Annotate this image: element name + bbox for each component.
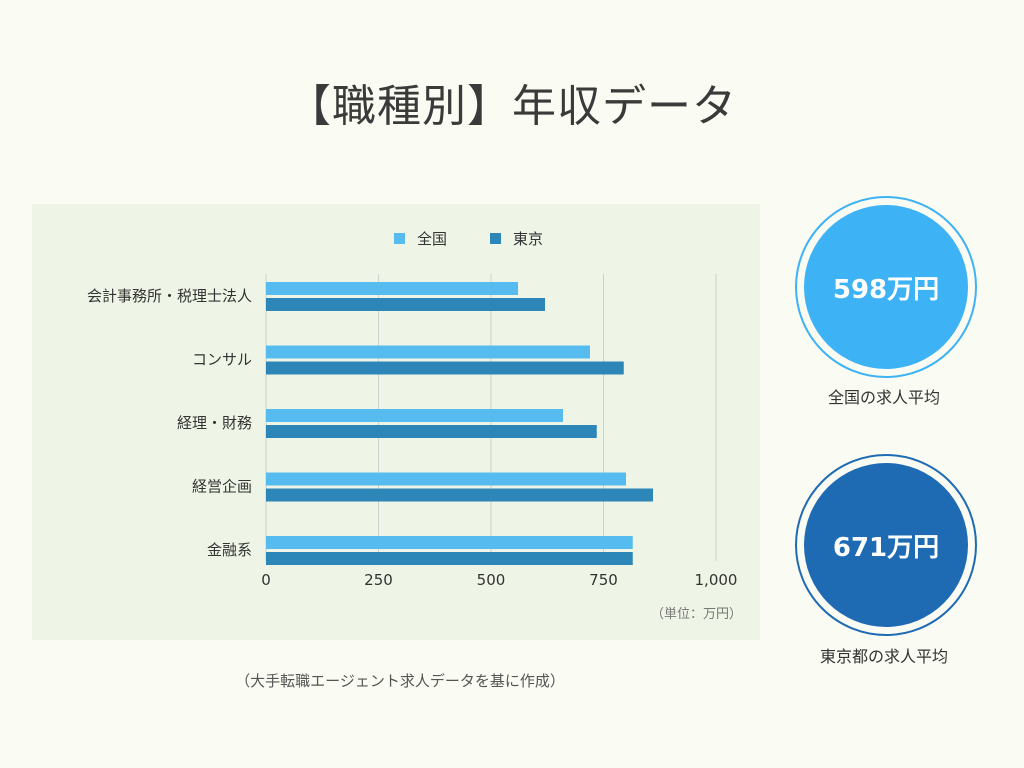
bars [266,282,653,565]
tokyo-average-value: 671万円 [804,463,968,627]
tick-label: 1,000 [695,571,738,589]
tick-label: 250 [364,571,393,589]
tick-label: 0 [261,571,271,589]
bar-zenkoku [266,472,626,486]
bar-tokyo [266,298,545,311]
bar-zenkoku [266,282,518,295]
tick-label: 750 [589,571,618,589]
legend-label: 全国 [417,230,447,248]
bar-zenkoku [266,536,633,549]
legend-swatch [394,233,405,244]
tokyo-average-badge: 671万円 [795,454,977,636]
legend: 全国 東京 [394,230,543,248]
category-label: 経営企画 [192,478,252,496]
bar-zenkoku [266,345,590,359]
tokyo-average-caption: 東京都の求人平均 [819,647,948,666]
zenkoku-average-badge: 598万円 [795,196,977,378]
bar-tokyo [266,552,633,565]
tick-label: 500 [477,571,506,589]
zenkoku-average-value: 598万円 [804,205,968,369]
legend-swatch [490,233,501,244]
zenkoku-average-caption: 全国の求人平均 [827,388,940,407]
unit-note: （単位：万円） [651,606,742,622]
category-label: 金融系 [207,541,252,559]
bar-tokyo [266,488,653,502]
legend-label: 東京 [513,230,543,248]
bar-zenkoku [266,409,563,422]
category-label: 経理・財務 [177,414,252,432]
category-label: コンサル [192,351,252,369]
chart-panel: 会計事務所・税理士法人コンサル経理・財務経営企画金融系 0 250 500 750 1,… [32,204,760,640]
tick-labels: 0 250 500 750 1,000 [261,571,737,589]
bar-tokyo [266,361,624,375]
category-label: 会計事務所・税理士法人 [87,287,252,305]
bar-tokyo [266,425,597,438]
page-title: 【職種別】年収データ [287,81,737,132]
source-note: （大手転職エージェント求人データを基に作成） [235,672,565,690]
